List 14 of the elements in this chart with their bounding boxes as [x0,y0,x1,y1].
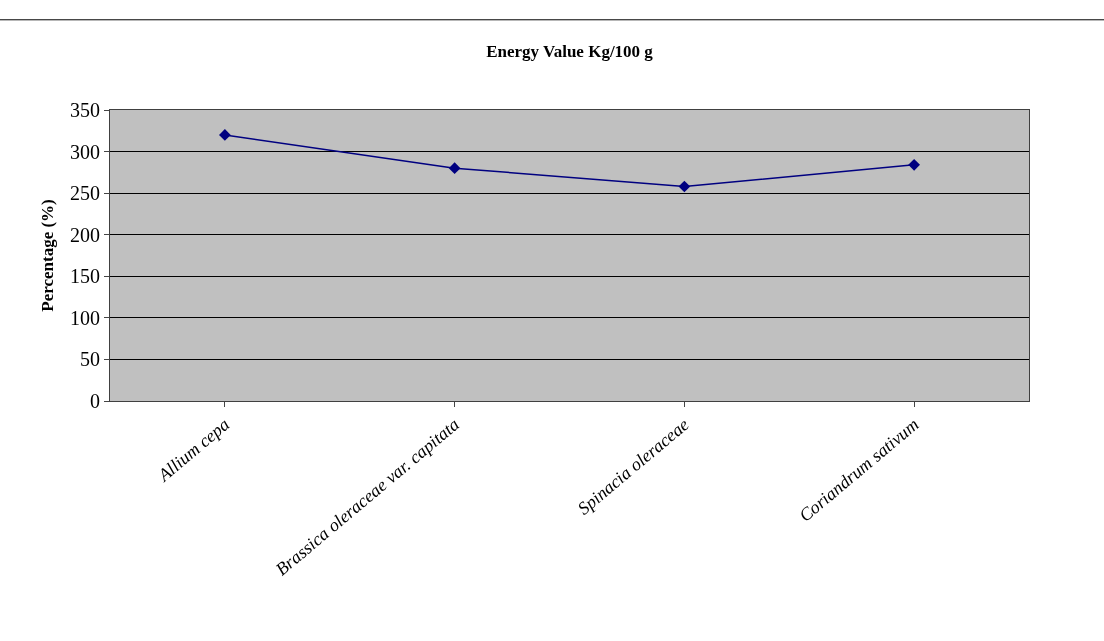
y-tick-label: 350 [70,99,100,121]
chart-title: Energy Value Kg/100 g [486,41,654,61]
y-tick-label: 250 [70,182,100,205]
y-tick-label: 300 [70,140,100,163]
point [908,159,920,171]
point [678,180,691,193]
y-tick-label: 200 [70,223,100,246]
point [219,129,231,141]
y-tick-label: 0 [90,390,100,412]
y-tick-label: 100 [70,306,100,329]
y-axis-title: Percentage (%) [37,199,57,312]
y-tick-label: 50 [80,348,100,371]
y-tick-label: 150 [70,265,100,288]
point [448,162,461,175]
